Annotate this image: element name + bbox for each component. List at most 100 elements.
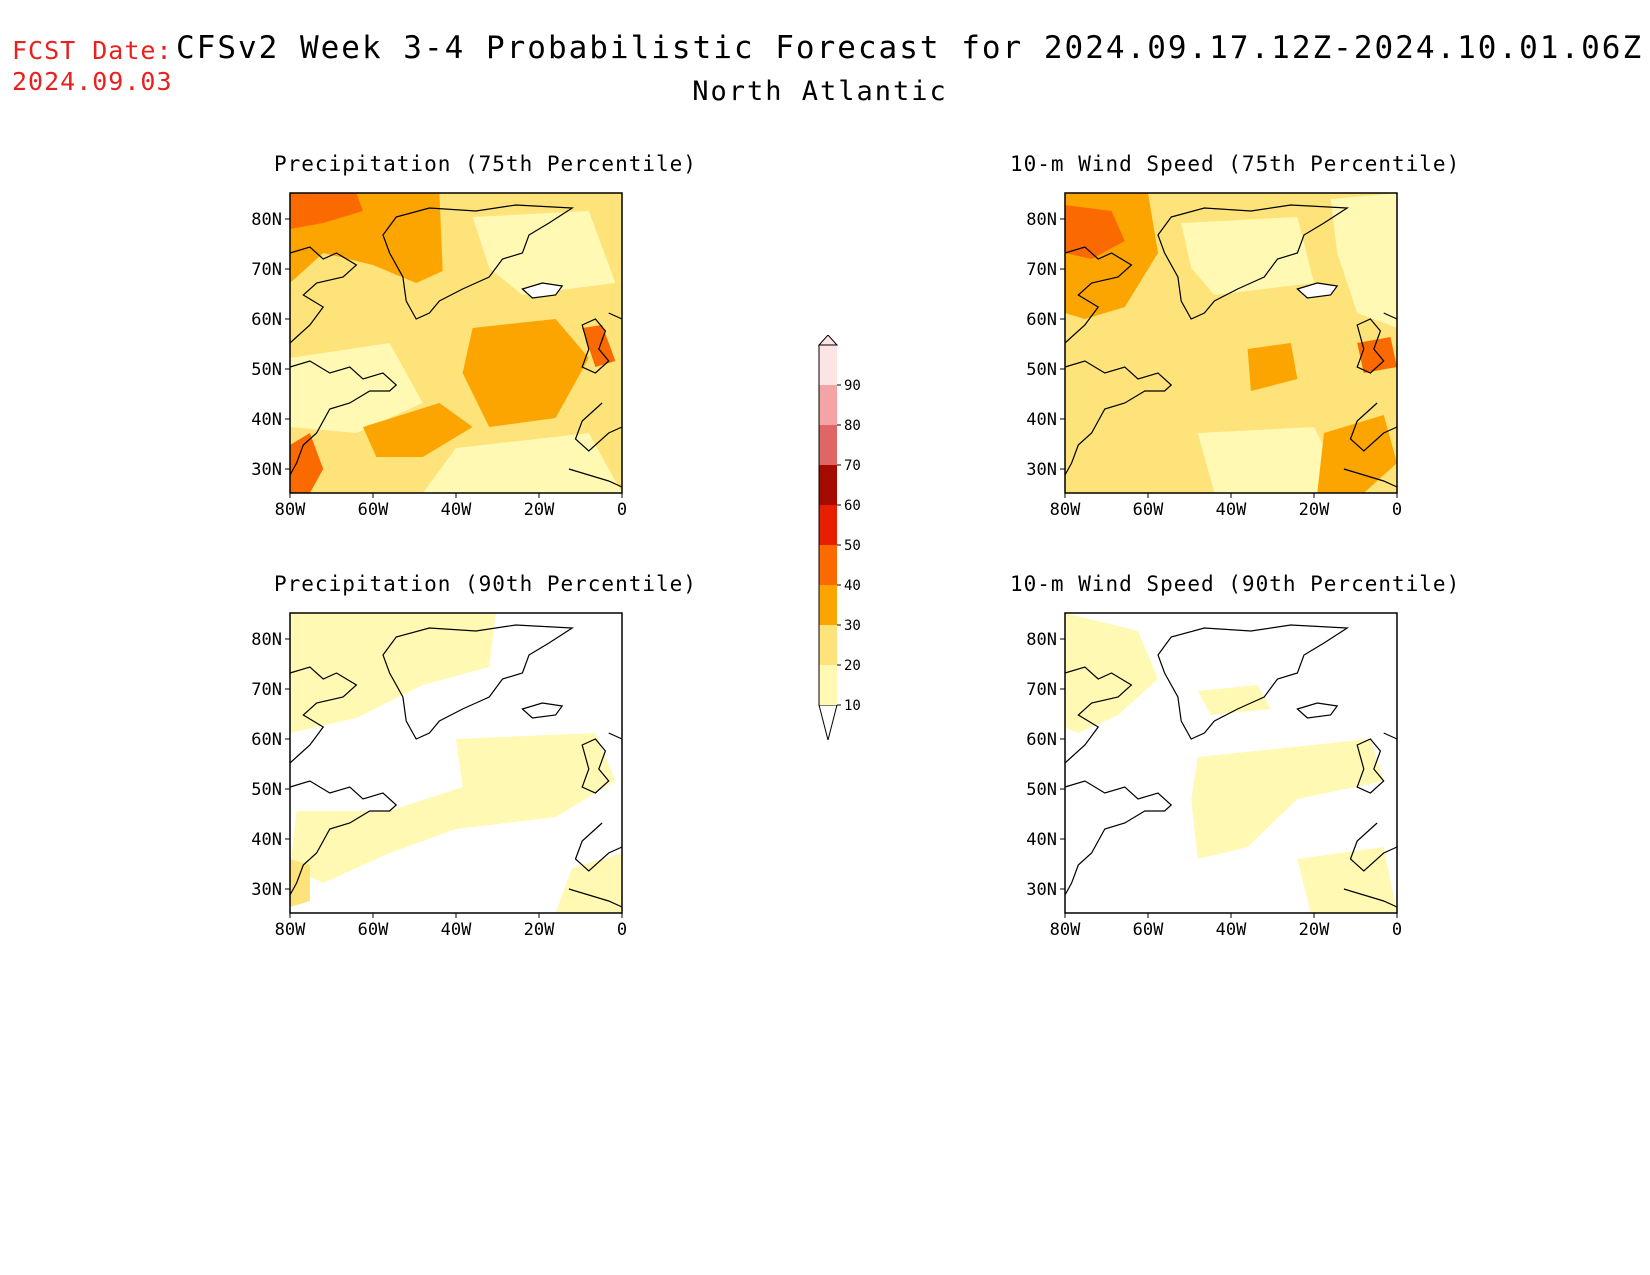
precip75-lon-label-2: 40W	[441, 500, 472, 520]
colorbar-label-4: 50	[844, 538, 861, 554]
colorbar-label-8: 90	[844, 378, 861, 394]
colorbar-segment-5	[819, 465, 837, 505]
precip75-coast-iceland	[521, 282, 564, 299]
precip90-lat-label-3: 50N	[251, 780, 282, 800]
wind75-contour-1	[1330, 193, 1397, 328]
wind90-lon-label-1: 60W	[1133, 920, 1164, 940]
wind75-lat-label-1: 70N	[1026, 260, 1057, 280]
colorbar-segment-0	[819, 665, 837, 705]
precip90-coast-north-america	[289, 666, 398, 896]
precip90-coast-iceland	[521, 702, 564, 719]
precip75-contour-6	[290, 193, 363, 229]
precip75-contour-2	[422, 433, 622, 493]
wind75-lat-label-4: 40N	[1026, 410, 1057, 430]
map-panel-wind90: 80N 70N 60N 50N 40N 30N 80W 60W 40W 20W 0	[1026, 612, 1402, 940]
fcst-date-value: 2024.09.03	[12, 67, 173, 96]
colorbar: 10 20 30 40 50 60 70 80 90	[817, 335, 861, 741]
wind75-lat-label-3: 50N	[1026, 360, 1057, 380]
precip75-lat-label-1: 70N	[251, 260, 282, 280]
precip90-contour-0	[290, 613, 496, 733]
wind75-contour-0	[1181, 217, 1314, 295]
wind90-lon-label-0: 80W	[1050, 920, 1081, 940]
map-panel-wind75: 80N 70N 60N 50N 40N 30N 80W 60W 40W 20W 0	[1026, 192, 1402, 520]
wind75-contour-7	[1357, 337, 1397, 373]
wind90-contour-1	[1191, 739, 1384, 859]
wind90-contour-3	[1197, 685, 1271, 715]
colorbar-segment-1	[819, 625, 837, 665]
precip75-coast-north-america	[289, 246, 398, 476]
precip90-lon-label-1: 60W	[358, 920, 389, 940]
wind90-lat-label-0: 80N	[1026, 630, 1057, 650]
colorbar-segment-2	[819, 585, 837, 625]
colorbar-label-2: 30	[844, 618, 861, 634]
wind75-contour-6	[1065, 205, 1125, 259]
wind90-lon-label-3: 20W	[1299, 920, 1330, 940]
colorbar-upper-arrow	[817, 335, 839, 346]
panel-title-precip90: Precipitation (90th Percentile)	[274, 572, 697, 596]
precip75-contour-5	[363, 403, 473, 457]
precip90-lon-label-3: 20W	[524, 920, 555, 940]
precip75-contour-4	[462, 319, 589, 427]
wind75-lon-label-2: 40W	[1216, 500, 1247, 520]
precip75-lon-label-3: 20W	[524, 500, 555, 520]
panel-title-precip75: Precipitation (75th Percentile)	[274, 152, 697, 176]
wind90-coast-iceland	[1296, 702, 1339, 719]
precip75-lon-label-4: 0	[617, 500, 627, 520]
precip75-contour-8	[582, 325, 616, 367]
wind90-lon-label-2: 40W	[1216, 920, 1247, 940]
precip90-lat-label-2: 60N	[251, 730, 282, 750]
wind75-contour-4	[1247, 343, 1298, 391]
wind75-lon-label-0: 80W	[1050, 500, 1081, 520]
precip75-lon-label-1: 60W	[358, 500, 389, 520]
colorbar-segment-4	[819, 505, 837, 545]
fcst-date-label: FCST Date:	[12, 36, 173, 65]
precip90-contour-2	[555, 853, 622, 913]
wind75-contour-5	[1317, 415, 1397, 493]
precip90-lon-label-4: 0	[617, 920, 627, 940]
precip75-lat-label-5: 30N	[251, 460, 282, 480]
precip75-lat-label-0: 80N	[251, 210, 282, 230]
wind75-lon-label-3: 20W	[1299, 500, 1330, 520]
wind90-lat-label-5: 30N	[1026, 880, 1057, 900]
precip90-contour-1	[290, 733, 616, 883]
wind75-coast-greenland	[1157, 204, 1350, 320]
precip75-contour-7	[290, 433, 324, 493]
precip90-lat-label-4: 40N	[251, 830, 282, 850]
wind75-lon-label-1: 60W	[1133, 500, 1164, 520]
colorbar-segment-8	[819, 345, 837, 385]
wind90-lat-label-4: 40N	[1026, 830, 1057, 850]
main-title: CFSv2 Week 3-4 Probabilistic Forecast fo…	[176, 30, 1644, 66]
colorbar-segment-7	[819, 385, 837, 425]
wind90-lon-label-4: 0	[1392, 920, 1402, 940]
wind90-coast-greenland	[1157, 624, 1350, 740]
precip75-contour-0	[472, 211, 616, 295]
wind75-coast-europe	[1343, 312, 1398, 488]
colorbar-label-0: 10	[844, 698, 861, 714]
wind75-coast-north-america	[1064, 246, 1173, 476]
precip90-lat-label-1: 70N	[251, 680, 282, 700]
colorbar-label-7: 80	[844, 418, 861, 434]
wind75-lat-label-0: 80N	[1026, 210, 1057, 230]
map-panel-precip90: 80N 70N 60N 50N 40N 30N 80W 60W 40W 20W 0	[251, 612, 627, 940]
colorbar-label-5: 60	[844, 498, 861, 514]
panel-title-wind75: 10-m Wind Speed (75th Percentile)	[1010, 152, 1461, 176]
precip75-lon-label-0: 80W	[275, 500, 306, 520]
colorbar-lower-arrow	[818, 704, 838, 741]
precip90-coast-europe	[568, 732, 623, 908]
region-subtitle: North Atlantic	[692, 76, 948, 107]
precip75-lat-label-3: 50N	[251, 360, 282, 380]
precip75-coast-greenland	[382, 204, 575, 320]
wind75-lat-label-2: 60N	[1026, 310, 1057, 330]
precip90-lat-label-5: 30N	[251, 880, 282, 900]
colorbar-segment-6	[819, 425, 837, 465]
wind75-coast-iceland	[1296, 282, 1339, 299]
wind75-lat-label-5: 30N	[1026, 460, 1057, 480]
wind90-lat-label-1: 70N	[1026, 680, 1057, 700]
precip75-lat-label-4: 40N	[251, 410, 282, 430]
map-panel-precip75: 80N 70N 60N 50N 40N 30N 80W 60W 40W 20W 0	[251, 192, 627, 520]
colorbar-label-3: 40	[844, 578, 861, 594]
precip90-lon-label-2: 40W	[441, 920, 472, 940]
precip90-contour-3	[290, 859, 310, 907]
panel-title-wind90: 10-m Wind Speed (90th Percentile)	[1010, 572, 1461, 596]
precip75-lat-label-2: 60N	[251, 310, 282, 330]
